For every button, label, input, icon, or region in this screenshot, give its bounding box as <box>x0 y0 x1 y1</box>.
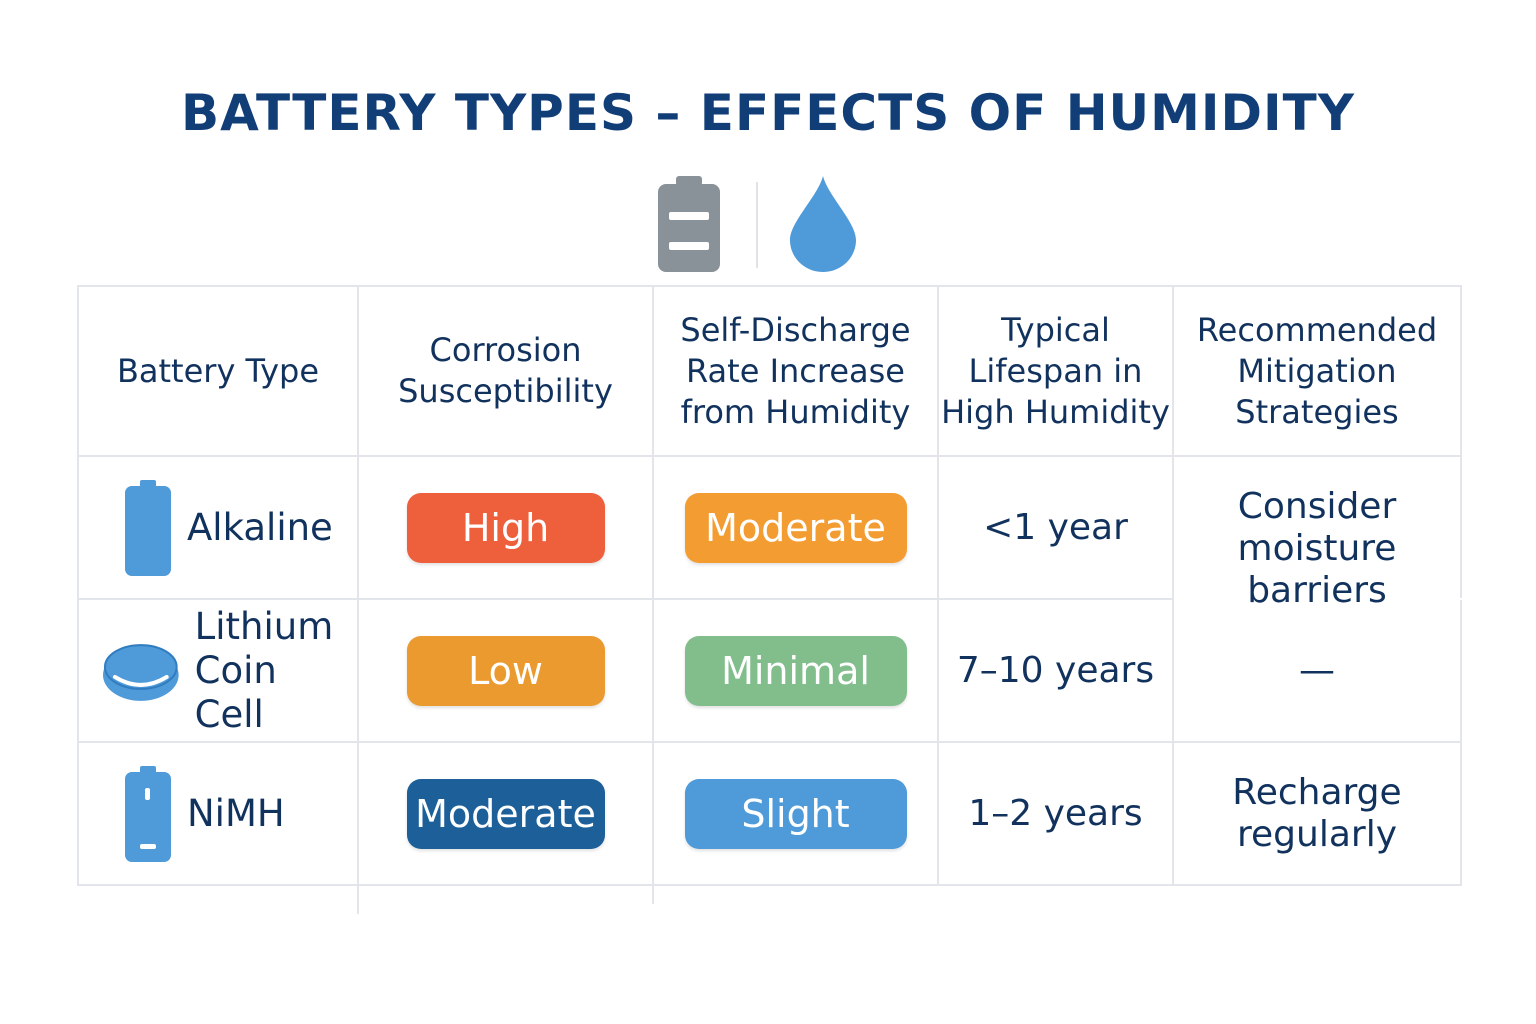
lifespan-value: 1–2 years <box>968 792 1143 834</box>
column-header-corrosion: Corrosion Susceptibility <box>357 285 654 457</box>
mitigation-line: Recharge <box>1232 771 1402 813</box>
lifespan-cell: 1–2 years <box>937 741 1174 886</box>
coin-cell-icon <box>102 643 179 701</box>
grid-line-stub <box>652 884 654 904</box>
battery-type-label: Lithium Coin Cell <box>195 605 357 737</box>
icon-divider <box>756 182 758 268</box>
column-header-battery-type: Battery Type <box>77 285 359 457</box>
battery-type-cell: Lithium Coin Cell <box>77 598 359 743</box>
header-line: from Humidity <box>680 392 911 431</box>
lifespan-value: <1 year <box>983 506 1128 548</box>
self-discharge-badge: Moderate <box>684 492 907 563</box>
column-header-mitigation: Recommended Mitigation Strategies <box>1172 285 1462 457</box>
header-line: Susceptibility <box>398 372 613 410</box>
table-row: Lithium Coin Cell Low Minimal 7–10 years… <box>77 598 1462 743</box>
lifespan-value: 7–10 years <box>956 649 1155 691</box>
battery-type-cell: NiMH <box>77 741 359 886</box>
mitigation-line: regularly <box>1237 813 1397 855</box>
battery-type-line: Lithium <box>194 604 334 648</box>
header-line: Mitigation <box>1237 351 1397 390</box>
header-line: Strategies <box>1235 392 1399 431</box>
header-line: Lifespan in <box>968 351 1143 390</box>
mitigation-cell: Recharge regularly <box>1172 741 1462 886</box>
grid-line-stub <box>357 884 359 914</box>
self-discharge-cell: Minimal <box>652 598 939 743</box>
battery-type-line: Alkaline <box>187 505 333 549</box>
battery-humidity-table: Battery Type Corrosion Susceptibility Se… <box>77 285 1462 886</box>
battery-type-line: Coin Cell <box>194 648 277 736</box>
lifespan-cell: 7–10 years <box>937 598 1174 743</box>
column-header-self-discharge: Self-Discharge Rate Increase from Humidi… <box>652 285 939 457</box>
battery-type-line: NiMH <box>187 791 285 835</box>
water-drop-icon <box>790 176 856 272</box>
header-line: Rate Increase <box>686 351 905 390</box>
page-title: BATTERY TYPES – EFFECTS OF HUMIDITY <box>181 84 1355 142</box>
table-row: Alkaline High Moderate <1 year Consider … <box>77 455 1462 611</box>
header-line: Battery Type <box>116 351 320 390</box>
self-discharge-badge: Slight <box>684 778 907 849</box>
battery-type-label: Alkaline <box>187 506 333 550</box>
self-discharge-badge: Minimal <box>684 635 907 706</box>
self-discharge-cell: Moderate <box>652 455 939 600</box>
cylinder-battery-icon <box>125 479 171 576</box>
header-icon-row <box>640 170 880 280</box>
battery-type-label: NiMH <box>187 792 285 836</box>
corrosion-cell: Moderate <box>357 741 654 886</box>
header-line: Typical <box>1001 310 1110 349</box>
rechargeable-battery-icon <box>125 765 171 862</box>
battery-icon <box>658 176 720 272</box>
mitigation-cell: — <box>1172 598 1462 743</box>
lifespan-cell: <1 year <box>937 455 1174 600</box>
table-header-row: Battery Type Corrosion Susceptibility Se… <box>77 285 1462 457</box>
mitigation-cell: Consider moisture barriers <box>1172 455 1462 611</box>
self-discharge-cell: Slight <box>652 741 939 886</box>
corrosion-cell: Low <box>357 598 654 743</box>
mitigation-line: moisture <box>1237 528 1397 569</box>
mitigation-line: barriers <box>1247 570 1387 611</box>
column-header-lifespan: Typical Lifespan in High Humidity <box>937 285 1174 457</box>
header-line: High Humidity <box>941 392 1170 431</box>
table-row: NiMH Moderate Slight 1–2 years Recharge … <box>77 741 1462 886</box>
header-line: Self-Discharge <box>680 310 911 349</box>
corrosion-badge: High <box>406 492 605 563</box>
header-line: Recommended <box>1196 310 1438 349</box>
corrosion-badge: Moderate <box>406 778 605 849</box>
corrosion-badge: Low <box>406 635 605 706</box>
header-line: Corrosion <box>429 331 582 369</box>
corrosion-cell: High <box>357 455 654 600</box>
mitigation-line: Consider <box>1237 486 1397 527</box>
mitigation-value: — <box>1299 649 1335 691</box>
battery-type-cell: Alkaline <box>77 455 359 600</box>
